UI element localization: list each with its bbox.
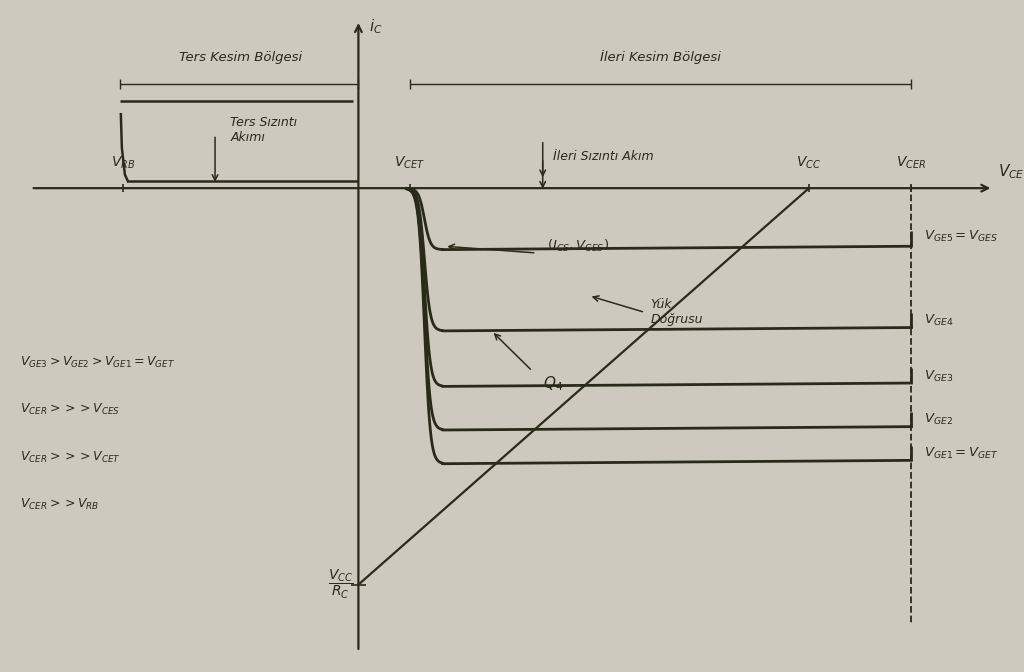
Text: $V_{GE2}$: $V_{GE2}$: [924, 413, 952, 427]
Text: $V_{RB}$: $V_{RB}$: [111, 155, 135, 171]
Text: $V_{GE4}$: $V_{GE4}$: [924, 313, 953, 329]
Text: Yük
Doğrusu: Yük Doğrusu: [650, 298, 702, 327]
Text: $V_{CC}$: $V_{CC}$: [797, 155, 821, 171]
Text: $i_C$: $i_C$: [369, 17, 382, 36]
Text: $Q_4$: $Q_4$: [543, 374, 563, 393]
Text: $V_{GE5}=V_{GES}$: $V_{GE5}=V_{GES}$: [924, 228, 998, 244]
Text: $(I_{CS},V_{CES})$: $(I_{CS},V_{CES})$: [547, 238, 609, 254]
Text: Ters Sızıntı
Akımı: Ters Sızıntı Akımı: [230, 116, 298, 144]
Text: $V_{CER}>>>V_{CES}$: $V_{CER}>>>V_{CES}$: [20, 403, 121, 417]
Text: $V_{GE3}>V_{GE2}>V_{GE1}=V_{GET}$: $V_{GE3}>V_{GE2}>V_{GE1}=V_{GET}$: [20, 355, 176, 370]
Text: İleri Sızıntı Akım: İleri Sızıntı Akım: [553, 150, 653, 163]
Text: $V_{CET}$: $V_{CET}$: [394, 155, 425, 171]
Text: $V_{GE3}$: $V_{GE3}$: [924, 369, 953, 384]
Text: $V_{CER}$: $V_{CER}$: [896, 155, 927, 171]
Text: $V_{CE}$: $V_{CE}$: [998, 163, 1024, 181]
Text: $\dfrac{V_{CC}}{R_C}$: $\dfrac{V_{CC}}{R_C}$: [328, 568, 353, 601]
Text: İleri Kesim Bölgesi: İleri Kesim Bölgesi: [600, 50, 721, 64]
Text: $V_{GE1}=V_{GET}$: $V_{GE1}=V_{GET}$: [924, 446, 998, 461]
Text: $V_{CER}>>>V_{CET}$: $V_{CER}>>>V_{CET}$: [20, 450, 121, 464]
Text: Ters Kesim Bölgesi: Ters Kesim Bölgesi: [179, 51, 302, 64]
Text: $V_{CER}>>V_{RB}$: $V_{CER}>>V_{RB}$: [20, 497, 100, 511]
